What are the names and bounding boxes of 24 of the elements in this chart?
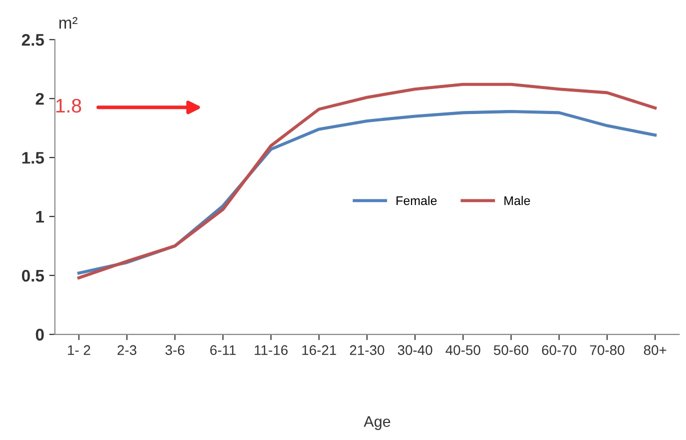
x-axis-title: Age (364, 416, 390, 430)
y-tick-label: 0.5 (22, 270, 44, 282)
x-tick-label: 21-30 (350, 345, 384, 356)
x-tick-label: 1- 2 (68, 345, 90, 355)
x-tick-label: 2-3 (118, 345, 136, 356)
legend-label: Female (396, 196, 437, 206)
x-tick-label: 11-16 (254, 345, 288, 356)
y-tick-label: 1.5 (22, 152, 44, 164)
x-tick-label: 50-60 (494, 345, 528, 356)
x-tick-label: 6-11 (210, 345, 236, 356)
y-tick-label: 2.5 (22, 34, 44, 46)
legend-label: Male (504, 196, 530, 206)
x-tick-label: 40-50 (446, 345, 480, 356)
x-tick-label: 70-80 (590, 345, 624, 356)
x-tick-label: 60-70 (542, 345, 576, 356)
annotation: 1.8 (56, 98, 82, 113)
y-tick-label: 2 (36, 92, 44, 105)
y-tick-label: 0 (36, 328, 44, 341)
x-tick-label: 3-6 (165, 345, 184, 356)
x-tick-label: 30-40 (398, 345, 432, 356)
x-tick-label: 16-21 (302, 345, 336, 356)
y-axis-title: m² (59, 17, 78, 29)
y-tick-label: 1 (36, 211, 44, 223)
x-tick-label: 80+ (644, 345, 666, 356)
